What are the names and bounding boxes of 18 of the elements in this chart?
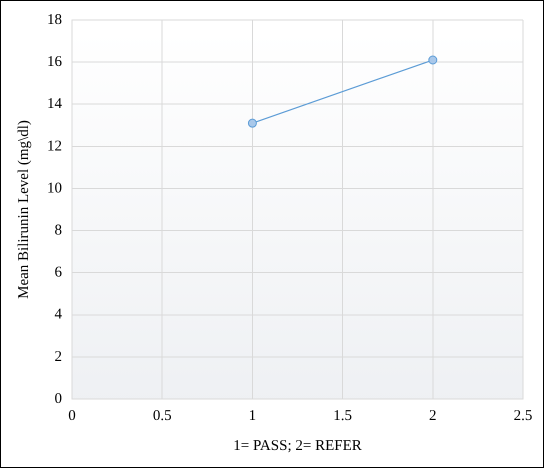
- y-tick-label: 10: [47, 180, 62, 196]
- y-tick-label: 4: [54, 306, 62, 323]
- x-tick-label: 0: [68, 408, 76, 424]
- y-tick-label: 6: [54, 264, 62, 281]
- x-tick-label: 0.5: [152, 408, 172, 424]
- x-tick-label: 1: [248, 408, 256, 424]
- y-axis-title: Mean Bilirunin Level (mg\dl): [16, 120, 32, 299]
- y-tick-label: 0: [54, 390, 62, 407]
- x-tick-label: 2: [429, 408, 437, 424]
- y-tick-label: 12: [47, 138, 62, 154]
- x-tick-label: 2.5: [514, 408, 532, 424]
- y-tick-label: 8: [54, 222, 62, 238]
- y-tick-label: 16: [47, 54, 62, 70]
- y-tick-label: 18: [47, 12, 62, 28]
- y-tick-label: 14: [47, 96, 62, 112]
- y-tick-label: 2: [54, 348, 62, 365]
- x-tick-label: 1.5: [333, 408, 352, 424]
- x-axis-title: 1= PASS; 2= REFER: [233, 438, 362, 454]
